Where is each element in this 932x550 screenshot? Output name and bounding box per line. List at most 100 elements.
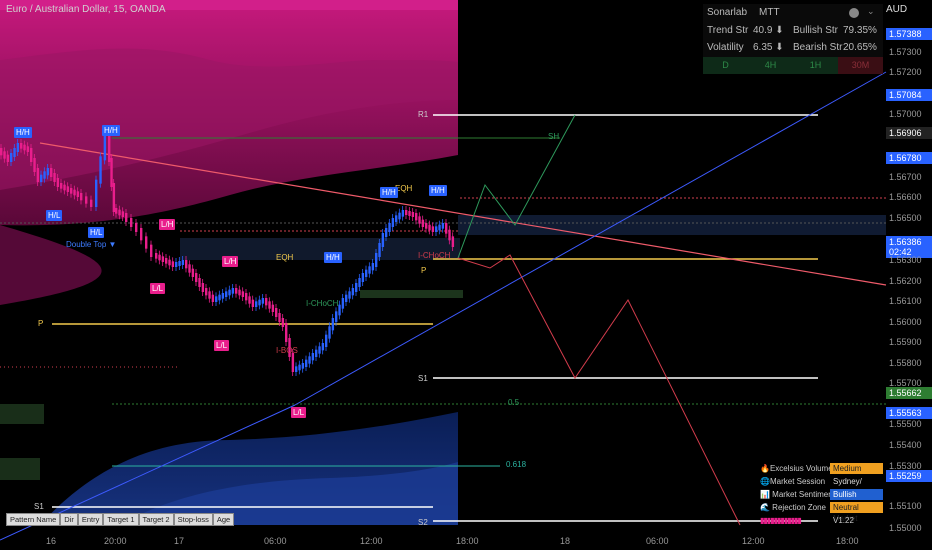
col-pattern-name[interactable]: Pattern Name — [6, 513, 61, 526]
price-tick: 1.56780 — [886, 152, 932, 164]
settings-icon[interactable] — [849, 8, 859, 18]
price-tick: 1.57000 — [889, 109, 922, 119]
candle-body — [175, 262, 178, 267]
price-tick: 1.55259 — [886, 470, 932, 482]
price-tick: 1.56200 — [889, 276, 922, 286]
candle-body — [178, 261, 181, 266]
eqh-label: EQH — [276, 253, 294, 262]
candle-body — [411, 212, 415, 217]
candle-body — [425, 223, 428, 229]
col-target2[interactable]: Target 2 — [138, 513, 174, 526]
col-entry[interactable]: Entry — [77, 513, 104, 526]
candle-body — [405, 210, 408, 215]
candle-body — [43, 171, 46, 179]
candle-body — [451, 236, 455, 247]
price-tick: 1.55662 — [886, 387, 932, 399]
label-hl: H/L — [46, 210, 63, 221]
candle-body — [181, 260, 185, 265]
candle-body — [375, 253, 378, 267]
panel-indicator: MTT — [759, 7, 780, 18]
col-stoploss[interactable]: Stop-loss — [173, 513, 213, 526]
p-label: P — [421, 266, 427, 275]
candle-body — [3, 151, 6, 159]
candle-body — [53, 173, 56, 182]
label-hl: H/L — [88, 227, 105, 238]
price-tick: 1.55700 — [889, 378, 922, 388]
candle-body — [448, 229, 451, 241]
bearish-value: 20.65% — [843, 42, 877, 53]
currency-label: AUD — [886, 4, 908, 15]
candle-body — [298, 364, 301, 371]
candle-body — [171, 261, 175, 267]
fib-label: 0.5 — [508, 398, 520, 407]
candle-body — [208, 291, 211, 299]
candle-body — [228, 289, 231, 296]
timeframe-30m[interactable]: 30M — [838, 57, 883, 74]
trend-label: Trend Str — [707, 25, 749, 36]
candle-body — [46, 168, 50, 176]
legend-value: Bullish — [830, 489, 883, 500]
volume-bar-icon: ▮▮▮▮▮▮▮▮▮▮▮▮ — [760, 516, 802, 525]
timeframe-d[interactable]: D — [703, 57, 748, 74]
candle-body — [381, 233, 385, 247]
price-tick: 1.56386 — [886, 236, 932, 248]
legend-name: 🌐Market Session — [760, 477, 826, 486]
label-lh: L/H — [222, 256, 239, 267]
legend-value: Medium — [830, 463, 883, 474]
double-top-label: Double Top ▼ — [66, 240, 117, 249]
candle-body — [20, 143, 23, 149]
s2-label: S2 — [418, 518, 428, 527]
candle-body — [261, 298, 265, 304]
candle-body — [321, 343, 325, 351]
col-dir[interactable]: Dir — [60, 513, 78, 526]
candle-body — [315, 349, 318, 357]
candle-body — [311, 353, 315, 361]
s1-label: S1 — [418, 374, 428, 383]
price-tick: 1.55500 — [889, 419, 922, 429]
fib-label: 0.618 — [506, 460, 527, 469]
label-hh: H/H — [14, 127, 32, 138]
price-tick: 1.55400 — [889, 440, 922, 450]
time-tick: 18:00 — [456, 536, 479, 546]
candle-body — [308, 356, 311, 364]
candle-body — [121, 211, 125, 217]
candle-body — [185, 260, 188, 269]
chevron-down-icon[interactable]: ⌄ — [867, 6, 875, 16]
legend-value: Sydney/ — [830, 476, 883, 487]
candle-body — [325, 334, 328, 347]
candle-body — [135, 223, 138, 232]
candle-body — [275, 308, 278, 317]
time-tick: 12:00 — [742, 536, 765, 546]
upper-band-inner — [0, 48, 458, 190]
candle-body — [418, 216, 421, 224]
bullish-value: 79.35% — [843, 25, 877, 36]
bearish-trendline[interactable] — [39, 142, 887, 286]
bullish-trendline[interactable] — [294, 71, 887, 406]
candle-body — [188, 264, 191, 273]
eqh-label: EQH — [395, 184, 413, 193]
candle-body — [338, 304, 341, 316]
timeframe-4h[interactable]: 4H — [748, 57, 793, 74]
pattern-table-header: Pattern Name Dir Entry Target 1 Target 2… — [6, 513, 235, 526]
candle-body — [70, 188, 73, 194]
candle-body — [305, 359, 308, 367]
upper-band-tail — [0, 225, 102, 305]
candle-body — [195, 273, 198, 282]
candle-body — [378, 243, 381, 257]
candle-body — [63, 184, 66, 191]
panel-brand: Sonarlab — [707, 7, 748, 18]
candle-body — [285, 323, 288, 342]
col-age[interactable]: Age — [212, 513, 235, 526]
timeframe-1h[interactable]: 1H — [793, 57, 838, 74]
candle-body — [60, 183, 63, 189]
col-target1[interactable]: Target 1 — [103, 513, 139, 526]
candle-body — [318, 346, 321, 354]
candle-body — [331, 318, 335, 331]
zone-box-2 — [0, 458, 40, 480]
candle-body — [145, 236, 148, 249]
bearish-label: Bearish Str — [793, 42, 843, 53]
candle-body — [281, 318, 285, 327]
candle-body — [130, 218, 133, 227]
price-tick: 1.55563 — [886, 407, 932, 419]
